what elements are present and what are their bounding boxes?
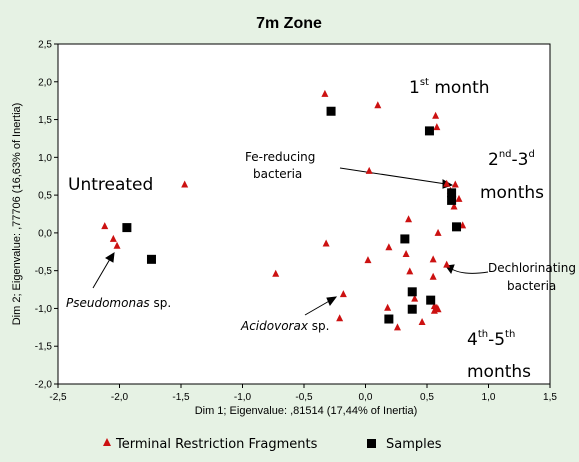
trf-triangle-point [405,215,413,223]
x-tick-label: 0,5 [420,392,434,403]
trf-triangle-point [429,272,437,280]
annotation-fe-line1: Fe-reducing [245,150,315,164]
annotation-dechl-line2: bacteria [507,279,556,293]
y-tick-label: 0,0 [38,228,52,239]
chart-title: 7m Zone [256,15,322,32]
trf-triangle-point [406,267,414,275]
sample-square-point [447,195,457,205]
trf-triangle-point [385,243,393,251]
trf-triangle-point [339,290,347,298]
data-points [101,89,467,331]
legend-samples-label: Samples [386,437,442,452]
trf-triangle-point [101,222,109,230]
trf-triangle-point [364,256,372,264]
trf-triangle-point [272,269,280,277]
trf-triangle-point [443,260,451,268]
pseudomonas-arrowhead [105,252,115,263]
x-tick-label: -0,5 [295,392,313,403]
annotation-acidovorax: Acidovorax sp. [240,319,329,333]
trf-triangle-point [411,294,419,302]
x-axis-label: Dim 1; Eigenvalue: ,81514 (17,44% of Ine… [195,405,418,417]
y-axis-ticks: 2,5 2,0 1,5 1,0 0,5 0,0 -0,5 -1,0 -1,5 -2,0 [35,40,58,391]
trf-triangle-point [432,111,440,119]
y-tick-label: -1,5 [35,342,53,353]
trf-triangle-point [181,180,189,188]
y-tick-label: -0,5 [35,266,53,277]
x-tick-label: -2,0 [111,392,129,403]
trf-triangle-point [365,166,373,174]
sample-square-point [424,126,434,136]
legend-square-marker [367,439,376,448]
annotation-month-1: 1st month [409,77,490,98]
x-tick-label: -2,5 [49,392,67,403]
y-tick-label: 2,0 [38,77,52,88]
plot-area [57,43,551,385]
trf-triangle-point [393,323,401,331]
annotation-fe-line2: bacteria [253,167,302,181]
acidovorax-arrow-line [304,299,332,316]
y-tick-label: 1,5 [38,115,52,126]
sample-square-point [407,304,417,314]
trf-triangle-point [321,89,329,97]
trf-triangle-point [418,318,426,326]
sample-square-point [146,254,156,264]
trf-triangle-point [455,194,463,202]
trf-triangle-point [374,101,382,109]
annotation-pseudomonas: Pseudomonas sp. [66,296,171,310]
legend: Terminal Restriction Fragments Samples [103,437,442,452]
y-tick-label: -1,0 [35,304,53,315]
trf-triangle-point [433,123,441,131]
trf-triangle-point [434,228,442,236]
trf-triangle-point [443,179,451,187]
x-tick-label: 1,0 [482,392,496,403]
trf-triangle-point [402,250,410,258]
trf-triangle-point [429,255,437,263]
trf-triangle-point [450,202,458,210]
x-tick-label: -1,0 [234,392,252,403]
sample-square-point [407,287,417,297]
x-tick-label: 0,0 [359,392,373,403]
y-tick-label: 2,5 [38,40,52,51]
y-tick-label: 0,5 [38,191,52,202]
fe-arrow-line [339,167,447,185]
trf-triangle-point [434,305,442,313]
annotation-month-2-3-line2: months [480,183,544,203]
annotation-month-4-5: 4th-5th [467,329,515,350]
annotation-month-2-3: 2nd-3d [488,149,535,170]
x-tick-label: 1,5 [543,392,557,403]
trf-triangle-point [322,239,330,247]
annotation-dechl-line1: Dechlorinating [488,261,576,275]
sample-square-point [452,222,462,232]
y-axis-label: Dim 2; Eigenvalue: ,77706 (16,63% of Ine… [11,103,23,326]
sample-square-point [122,223,132,233]
x-axis-ticks: -2,5 -2,0 -1,5 -1,0 -0,5 0,0 0,5 1,0 1,5 [49,384,557,403]
annotation-untreated: Untreated [68,175,153,195]
x-tick-label: -1,5 [172,392,190,403]
pseudomonas-arrow-line [92,258,111,289]
sample-square-point [384,314,394,324]
sample-square-point [400,234,410,244]
sample-square-point [326,106,336,116]
trf-triangle-point [384,303,392,311]
trf-triangle-point [113,241,121,249]
y-tick-label: -2,0 [35,380,53,391]
trf-triangle-point [336,314,344,322]
acidovorax-arrowhead [326,296,338,306]
sample-square-point [447,188,457,198]
trf-triangle-point [430,302,438,310]
y-tick-label: 1,0 [38,153,52,164]
trf-triangle-point [451,180,459,188]
legend-triangle-marker [103,438,111,446]
trf-triangle-point [109,234,117,242]
annotation-month-4-5-line2: months [467,362,531,382]
sample-square-point [426,295,436,305]
legend-trf-label: Terminal Restriction Fragments [115,437,318,452]
